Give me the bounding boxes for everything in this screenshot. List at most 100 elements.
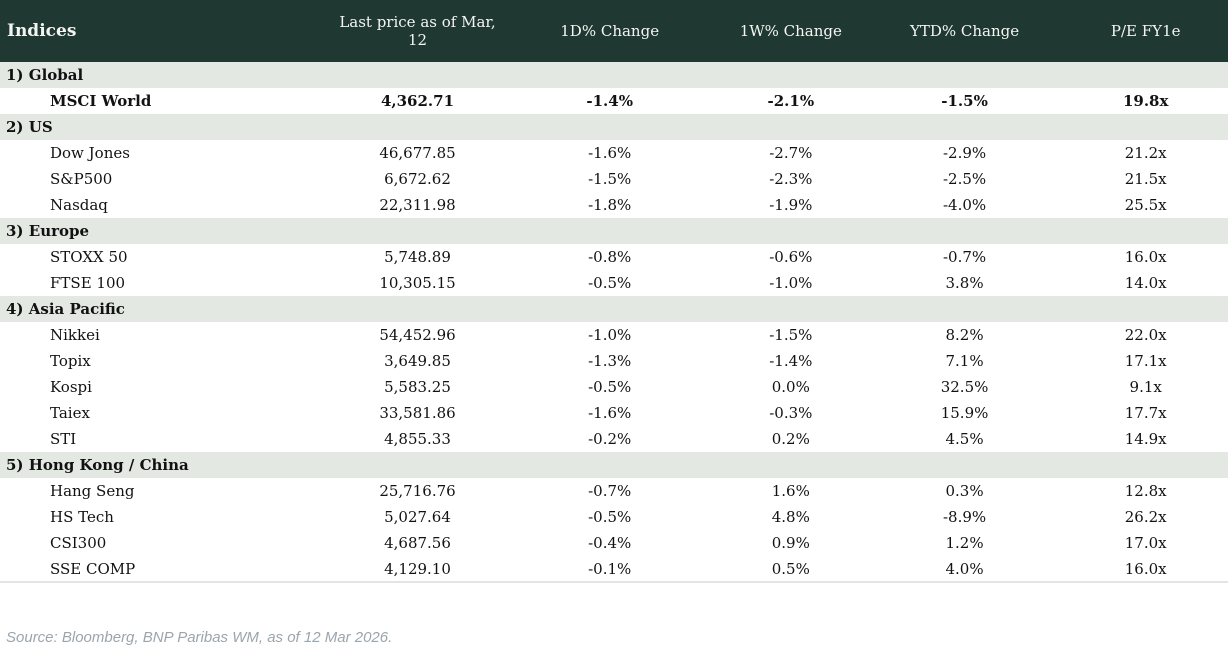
section-row-3-europe: 3) Europe bbox=[0, 218, 1228, 244]
index-row-kospi: Kospi 5,583.25 -0.5% 0.0% 32.5% 9.1x bbox=[0, 374, 1228, 400]
change-1d: -1.6% bbox=[588, 144, 632, 162]
column-header-pe-fy1e: P/E FY1e bbox=[1110, 22, 1181, 40]
pe-fy1e: 22.0x bbox=[1124, 326, 1167, 344]
column-header-1d-change: 1D% Change bbox=[560, 22, 660, 40]
change-ytd: -8.9% bbox=[942, 508, 987, 526]
pe-fy1e: 17.1x bbox=[1124, 352, 1167, 370]
index-name: Taiex bbox=[50, 404, 90, 422]
index-name: Kospi bbox=[50, 378, 92, 396]
change-1w: 1.6% bbox=[771, 482, 810, 500]
last-price: 5,583.25 bbox=[384, 378, 451, 396]
index-name: STI bbox=[50, 430, 77, 448]
section-row-2-us: 2) US bbox=[0, 114, 1228, 140]
index-row-topix: Topix 3,649.85 -1.3% -1.4% 7.1% 17.1x bbox=[0, 348, 1228, 374]
change-ytd: -1.5% bbox=[941, 92, 988, 110]
change-ytd: 32.5% bbox=[940, 378, 989, 396]
change-1d: -0.5% bbox=[588, 508, 632, 526]
index-row-ftse-100: FTSE 100 10,305.15 -0.5% -1.0% 3.8% 14.0x bbox=[0, 270, 1228, 296]
last-price: 3,649.85 bbox=[384, 352, 451, 370]
change-ytd: 4.0% bbox=[945, 559, 984, 578]
index-row-taiex: Taiex 33,581.86 -1.6% -0.3% 15.9% 17.7x bbox=[0, 400, 1228, 426]
pe-fy1e: 16.0x bbox=[1124, 248, 1167, 266]
pe-fy1e: 17.7x bbox=[1124, 404, 1167, 422]
change-1w: 4.8% bbox=[771, 508, 810, 526]
change-1d: -0.5% bbox=[588, 274, 632, 292]
section-row-5-hong-kong-china: 5) Hong Kong / China bbox=[0, 452, 1228, 478]
change-1w: 0.0% bbox=[771, 378, 810, 396]
last-price: 33,581.86 bbox=[379, 404, 456, 422]
index-row-s-p500: S&P500 6,672.62 -1.5% -2.3% -2.5% 21.5x bbox=[0, 166, 1228, 192]
section-label: 2) US bbox=[6, 118, 53, 136]
index-row-sse-comp: SSE COMP 4,129.10 -0.1% 0.5% 4.0% 16.0x bbox=[0, 556, 1228, 582]
change-ytd: -4.0% bbox=[942, 196, 987, 214]
last-price: 10,305.15 bbox=[379, 274, 456, 292]
last-price: 25,716.76 bbox=[379, 482, 456, 500]
change-ytd: 1.2% bbox=[945, 534, 984, 552]
index-row-sti: STI 4,855.33 -0.2% 0.2% 4.5% 14.9x bbox=[0, 426, 1228, 452]
column-header-ytd-change: YTD% Change bbox=[909, 22, 1020, 40]
change-ytd: 8.2% bbox=[945, 326, 984, 344]
change-1d: -0.7% bbox=[588, 482, 632, 500]
index-row-hang-seng: Hang Seng 25,716.76 -0.7% 1.6% 0.3% 12.8x bbox=[0, 478, 1228, 504]
change-1w: -1.9% bbox=[769, 196, 813, 214]
section-row-4-asia-pacific: 4) Asia Pacific bbox=[0, 296, 1228, 322]
change-ytd: -2.9% bbox=[942, 144, 987, 162]
change-1d: -1.8% bbox=[588, 196, 632, 214]
index-name: SSE COMP bbox=[50, 559, 136, 578]
section-label: 1) Global bbox=[6, 66, 84, 84]
index-name: Topix bbox=[50, 352, 91, 370]
pe-fy1e: 14.0x bbox=[1124, 274, 1167, 292]
pe-fy1e: 26.2x bbox=[1124, 508, 1167, 526]
index-row-nikkei: Nikkei 54,452.96 -1.0% -1.5% 8.2% 22.0x bbox=[0, 322, 1228, 348]
index-row-msci-world: MSCI World 4,362.71 -1.4% -2.1% -1.5% 19.8x bbox=[0, 88, 1228, 114]
last-price: 46,677.85 bbox=[379, 144, 456, 162]
last-price: 6,672.62 bbox=[384, 170, 451, 188]
last-price: 4,362.71 bbox=[380, 92, 455, 110]
pe-fy1e: 14.9x bbox=[1124, 430, 1167, 448]
change-1w: -2.7% bbox=[769, 144, 813, 162]
last-price: 4,855.33 bbox=[384, 430, 451, 448]
change-ytd: 0.3% bbox=[945, 482, 984, 500]
section-label: 3) Europe bbox=[6, 222, 90, 240]
change-1d: -1.0% bbox=[588, 326, 632, 344]
section-row-1-global: 1) Global bbox=[0, 62, 1228, 88]
index-name: Dow Jones bbox=[50, 144, 130, 162]
change-1d: -1.3% bbox=[588, 352, 632, 370]
change-ytd: 15.9% bbox=[940, 404, 989, 422]
index-name: S&P500 bbox=[50, 170, 113, 188]
table-header-row: Indices Last price as of Mar, 12 1D% Cha… bbox=[0, 0, 1228, 62]
change-ytd: 3.8% bbox=[945, 274, 984, 292]
last-price: 4,687.56 bbox=[384, 534, 451, 552]
change-1w: -2.1% bbox=[767, 92, 815, 110]
pe-fy1e: 19.8x bbox=[1122, 92, 1169, 110]
change-ytd: 7.1% bbox=[945, 352, 984, 370]
index-name: Nikkei bbox=[50, 326, 100, 344]
pe-fy1e: 9.1x bbox=[1129, 378, 1162, 396]
indices-tbody: 1) Global MSCI World 4,362.71 -1.4% -2.1% -1.… bbox=[0, 62, 1228, 582]
last-price: 22,311.98 bbox=[379, 196, 456, 214]
change-1w: -1.4% bbox=[769, 352, 813, 370]
last-price: 5,748.89 bbox=[384, 248, 451, 266]
index-row-nasdaq: Nasdaq 22,311.98 -1.8% -1.9% -4.0% 25.5x bbox=[0, 192, 1228, 218]
last-price: 4,129.10 bbox=[384, 559, 451, 578]
index-row-dow-jones: Dow Jones 46,677.85 -1.6% -2.7% -2.9% 21.2x bbox=[0, 140, 1228, 166]
change-1d: -1.4% bbox=[586, 92, 633, 110]
index-name: FTSE 100 bbox=[50, 274, 126, 292]
pe-fy1e: 25.5x bbox=[1124, 196, 1167, 214]
index-name: CSI300 bbox=[50, 534, 107, 552]
change-1w: 0.9% bbox=[771, 534, 810, 552]
index-row-hs-tech: HS Tech 5,027.64 -0.5% 4.8% -8.9% 26.2x bbox=[0, 504, 1228, 530]
change-1w: 0.5% bbox=[771, 559, 810, 578]
section-label: 4) Asia Pacific bbox=[6, 300, 125, 318]
pe-fy1e: 21.5x bbox=[1124, 170, 1167, 188]
section-label: 5) Hong Kong / China bbox=[6, 456, 189, 474]
change-1w: -1.0% bbox=[769, 274, 813, 292]
source-note: Source: Bloomberg, BNP Paribas WM, as of… bbox=[6, 629, 393, 646]
change-1d: -0.4% bbox=[588, 534, 632, 552]
index-name: Nasdaq bbox=[50, 196, 108, 214]
change-1w: -2.3% bbox=[769, 170, 813, 188]
pe-fy1e: 16.0x bbox=[1124, 559, 1167, 578]
change-1w: -0.6% bbox=[769, 248, 813, 266]
pe-fy1e: 17.0x bbox=[1124, 534, 1167, 552]
change-ytd: -0.7% bbox=[942, 248, 987, 266]
